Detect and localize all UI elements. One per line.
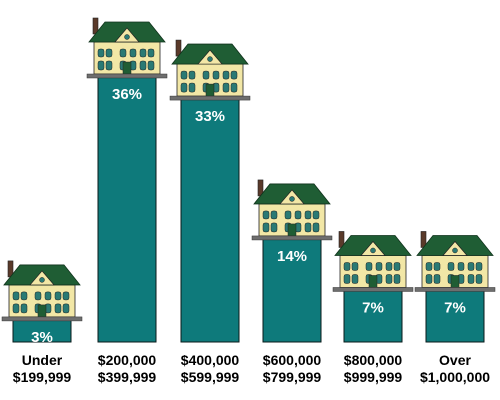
- house-icon: [86, 17, 168, 79]
- bar: [262, 238, 322, 343]
- bar: [343, 289, 403, 343]
- data-label: 33%: [195, 108, 225, 125]
- data-label: 7%: [444, 299, 466, 316]
- bar-group: 7%: [332, 231, 414, 343]
- bar: [180, 98, 240, 343]
- bar: [425, 289, 485, 343]
- data-label: 36%: [112, 86, 142, 103]
- bar-group: 33%: [169, 39, 251, 343]
- bar: [97, 76, 157, 343]
- house-icon: [1, 260, 83, 322]
- bar-group: 36%: [86, 17, 168, 343]
- house-icon: [251, 179, 333, 241]
- bar-group: 14%: [251, 179, 333, 343]
- data-label: 3%: [31, 329, 53, 346]
- house-icon: [332, 231, 414, 292]
- bar-group: 7%: [414, 231, 496, 343]
- data-label: 7%: [362, 299, 384, 316]
- house-icon: [169, 39, 251, 101]
- house-icon: [414, 231, 496, 292]
- bar-group: 3%: [1, 260, 83, 346]
- data-label: 14%: [277, 248, 307, 265]
